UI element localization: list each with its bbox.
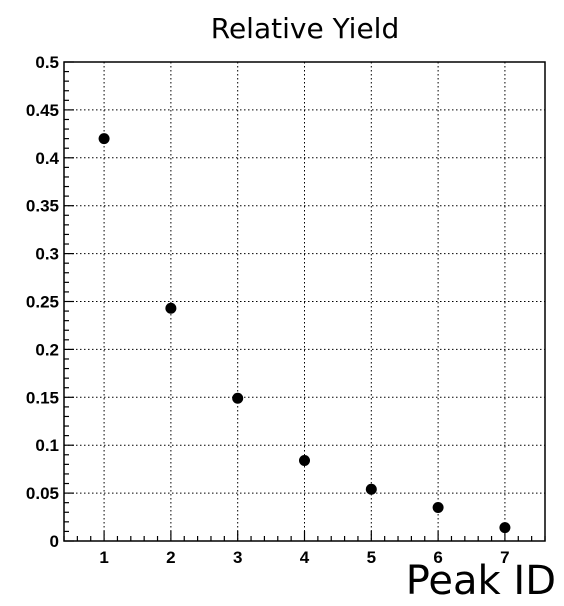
y-tick-label: 0.1 — [35, 436, 59, 455]
data-points — [99, 133, 511, 533]
y-tick-label: 0.25 — [26, 293, 59, 312]
x-tick-label: 3 — [233, 548, 242, 567]
chart-title: Relative Yield — [211, 12, 399, 45]
x-axis-label: Peak ID — [406, 558, 556, 604]
x-tick-label: 2 — [166, 548, 175, 567]
data-point — [299, 455, 310, 466]
x-tick-label: 1 — [99, 548, 108, 567]
y-tick-label: 0.4 — [35, 149, 59, 168]
y-tick-label: 0.35 — [26, 197, 59, 216]
y-tick-label: 0.5 — [35, 53, 59, 72]
y-axis-tick-labels: 0 0.05 0.1 0.15 0.2 0.25 0.3 0.35 0.4 0.45 0.5 — [26, 53, 60, 551]
data-point — [165, 303, 176, 314]
grid-lines — [64, 62, 545, 541]
y-tick-label: 0.15 — [26, 388, 59, 407]
data-point — [499, 522, 510, 533]
y-tick-label: 0 — [50, 532, 59, 551]
y-tick-label: 0.2 — [35, 340, 59, 359]
data-point — [433, 502, 444, 513]
x-tick-label: 4 — [300, 548, 310, 567]
data-point — [366, 484, 377, 495]
x-tick-label: 5 — [367, 548, 376, 567]
data-point — [99, 133, 110, 144]
y-tick-label: 0.05 — [26, 484, 59, 503]
y-tick-label: 0.3 — [35, 245, 59, 264]
data-point — [232, 393, 243, 404]
y-tick-label: 0.45 — [26, 101, 59, 120]
